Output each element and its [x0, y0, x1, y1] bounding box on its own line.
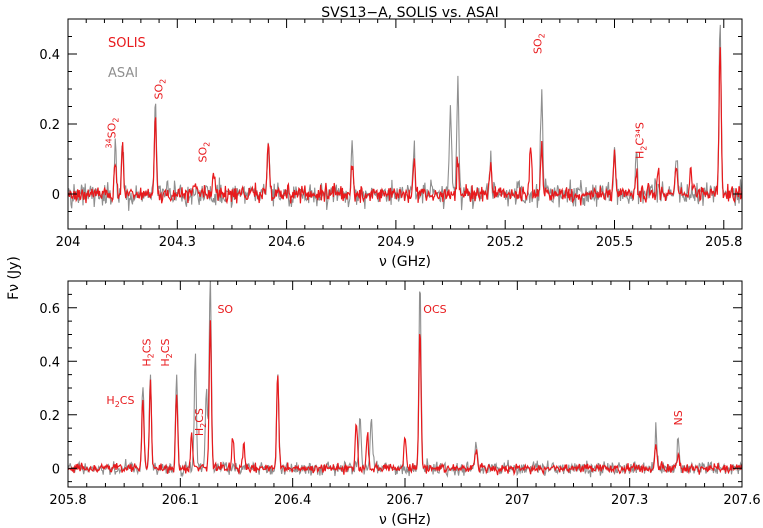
y-axis-label: Fν (Jy) [6, 256, 22, 300]
x-tick-label: 204.9 [377, 235, 414, 250]
series-solis-line [68, 320, 742, 476]
x-axis-label: ν (GHz) [379, 512, 431, 528]
top-panel: 204 204.3 204.6 204.9 205.2 205.5 205.8 0 0.2 0.4… [39, 18, 743, 270]
y-tick-label: 0.4 [39, 355, 60, 370]
series-asai-line [68, 281, 742, 478]
line-label: SO2 [196, 142, 211, 163]
line-label: H2CS [193, 408, 208, 436]
x-tick-label: 207.3 [611, 493, 648, 508]
x-tick-label: 206.7 [386, 493, 423, 508]
series-asai-line [68, 24, 742, 211]
x-tick-label: 206.1 [162, 493, 199, 508]
y-tick-label: 0 [52, 188, 60, 203]
line-label: H2CS [159, 339, 174, 367]
y-tick-label: 0.6 [39, 302, 60, 317]
plot-frame [67, 280, 743, 488]
x-tick-label: 207 [505, 493, 530, 508]
line-label: H2CS [106, 394, 134, 409]
line-label: SO [217, 303, 233, 316]
x-tick-label: 205.2 [487, 235, 524, 250]
x-tick-label: 205.8 [705, 235, 742, 250]
line-label: SO2 [153, 79, 168, 100]
line-label: H2CS [140, 339, 155, 367]
series-solis-line [68, 47, 742, 206]
y-tick-label: 0.2 [39, 118, 60, 133]
legend-solis: SOLIS [108, 36, 146, 51]
x-tick-label: 205.8 [49, 493, 86, 508]
y-tick-label: 0 [52, 462, 60, 477]
line-label: OCS [423, 303, 446, 316]
y-tick-label: 0.4 [39, 48, 60, 63]
line-label: SO2 [532, 33, 547, 54]
bottom-panel: 205.8 206.1 206.4 206.7 207 207.3 207.6 0 0.2 0.4… [39, 280, 761, 528]
x-tick-label: 204 [56, 235, 81, 250]
x-tick-label: 205.5 [596, 235, 633, 250]
line-label: 34SO2 [104, 118, 120, 149]
x-axis-label: ν (GHz) [379, 254, 431, 270]
x-tick-label: 204.6 [268, 235, 305, 250]
x-tick-label: 207.6 [723, 493, 760, 508]
line-label: NS [672, 410, 685, 425]
line-label: H2C³⁴S [634, 122, 649, 159]
x-tick-label: 206.4 [274, 493, 311, 508]
x-tick-label: 204.3 [159, 235, 196, 250]
legend-asai: ASAI [108, 66, 138, 81]
y-tick-label: 0.2 [39, 409, 60, 424]
figure-title: SVS13−A, SOLIS vs. ASAI [321, 5, 498, 21]
